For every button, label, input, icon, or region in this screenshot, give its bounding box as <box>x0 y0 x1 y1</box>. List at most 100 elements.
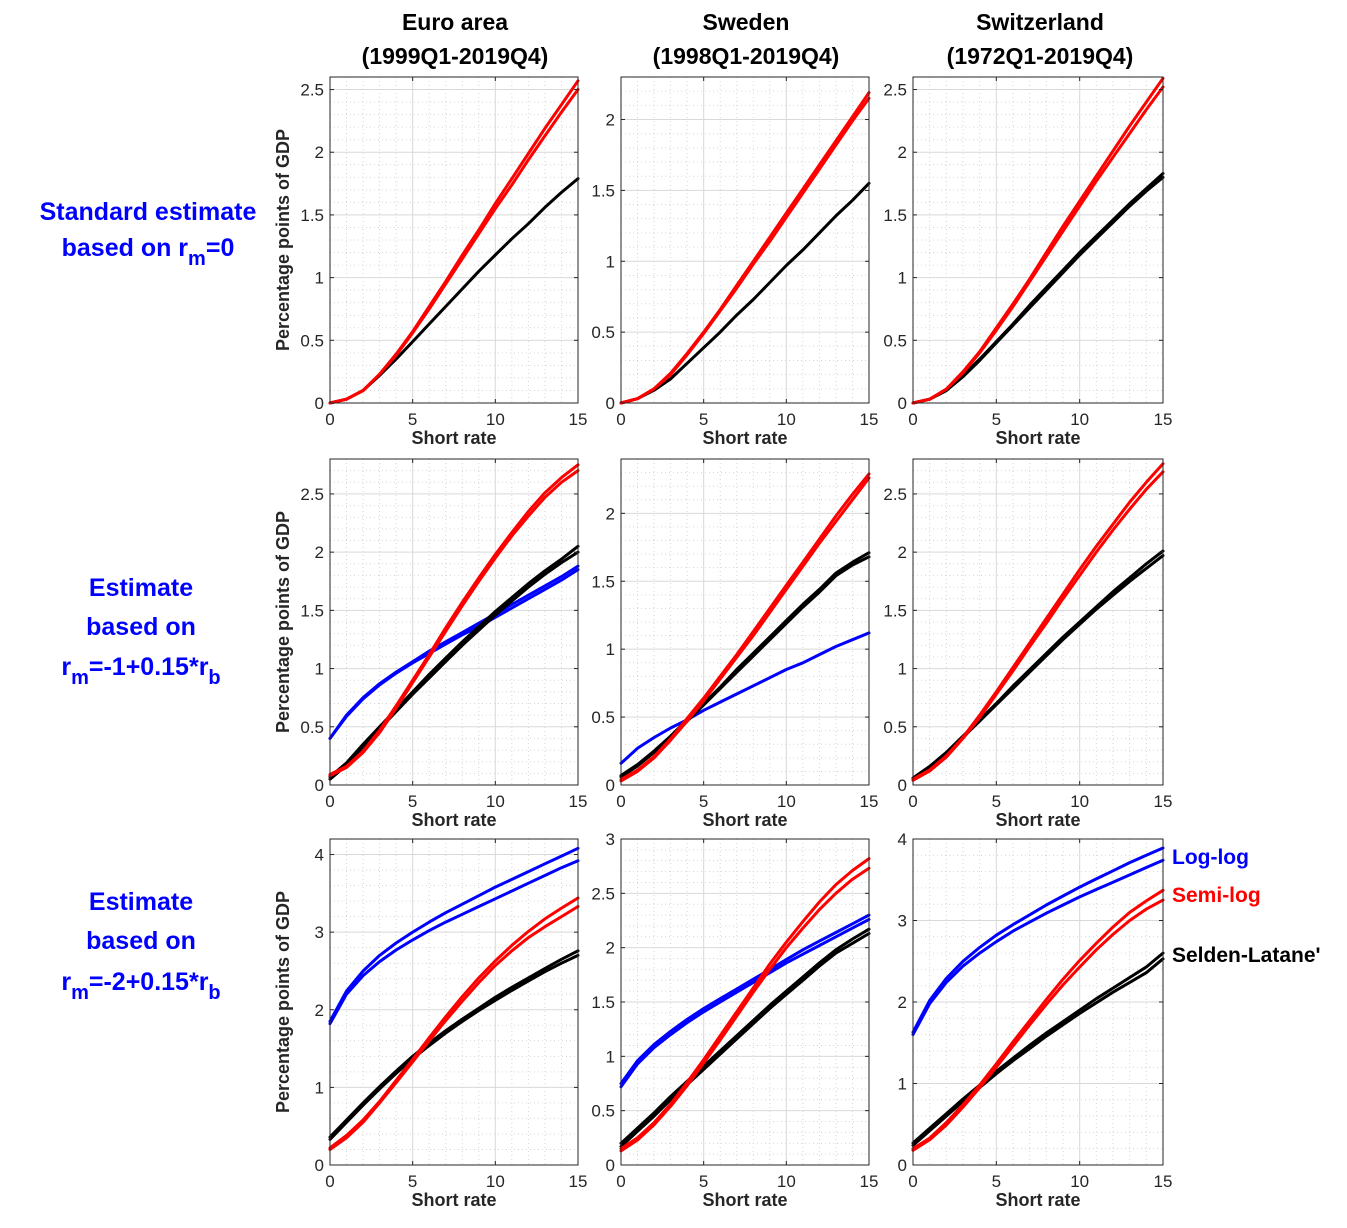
x-tick-label: 10 <box>777 792 796 811</box>
y-tick-label: 0 <box>315 1156 324 1175</box>
x-axis-label: Short rate <box>995 428 1080 448</box>
series-line-selden <box>619 181 871 405</box>
x-tick-label: 5 <box>992 792 1001 811</box>
x-tick-label: 10 <box>486 792 505 811</box>
x-tick-label: 15 <box>860 410 879 429</box>
y-tick-label: 1 <box>606 640 615 659</box>
x-tick-label: 5 <box>408 792 417 811</box>
legend-label: Semi-log <box>1172 884 1261 907</box>
y-tick-label: 1.5 <box>883 206 907 225</box>
y-tick-label: 1 <box>315 1078 324 1097</box>
x-tick-label: 10 <box>1070 410 1089 429</box>
x-tick-label: 15 <box>860 792 879 811</box>
row-label-text: r <box>61 653 71 681</box>
x-tick-label: 0 <box>616 1172 625 1191</box>
y-tick-label: 2 <box>898 543 907 562</box>
x-tick-label: 0 <box>908 792 917 811</box>
y-tick-label: 2.5 <box>300 485 324 504</box>
series-line-loglog <box>619 917 871 1089</box>
y-tick-label: 2 <box>315 543 324 562</box>
x-tick-label: 15 <box>569 792 588 811</box>
row-label-subscript: m <box>71 667 89 689</box>
row-label-text: Standard estimate <box>40 198 257 226</box>
series-line-selden <box>619 927 871 1145</box>
row-label-line: Estimate <box>89 574 193 602</box>
y-tick-label: 1.5 <box>300 206 324 225</box>
series-line-semilog <box>328 896 580 1150</box>
row-label-line: rm=-2+0.15*rb <box>61 968 220 1004</box>
y-tick-label: 0 <box>898 776 907 795</box>
column-period: (1999Q1-2019Q4) <box>362 43 549 69</box>
x-axis-label: Short rate <box>995 810 1080 830</box>
row-label-subscript: b <box>208 667 220 689</box>
column-headers: Euro area (1999Q1-2019Q4) Sweden (1998Q1… <box>362 9 1134 69</box>
y-tick-label: 2.5 <box>591 884 615 903</box>
y-tick-label: 0.5 <box>883 718 907 737</box>
series-line-selden <box>328 550 580 781</box>
series-line-loglog <box>619 913 871 1085</box>
y-tick-label: 2 <box>315 143 324 162</box>
series-line-semilog <box>619 91 871 405</box>
y-tick-label: 4 <box>898 830 907 849</box>
row-label-line: Estimate <box>89 888 193 916</box>
axes-box <box>912 458 1164 786</box>
row-label-subscript: m <box>71 982 89 1004</box>
y-tick-label: 0.5 <box>591 323 615 342</box>
x-tick-label: 0 <box>908 1172 917 1191</box>
y-tick-label: 1.5 <box>591 993 615 1012</box>
y-tick-label: 0.5 <box>883 331 907 350</box>
y-tick-label: 3 <box>315 923 324 942</box>
series-line-semilog <box>911 888 1165 1151</box>
y-tick-label: 0 <box>898 1156 907 1175</box>
x-tick-label: 15 <box>860 1172 879 1191</box>
row-label-text: =-1+0.15*r <box>89 653 209 681</box>
x-axis-label: Short rate <box>995 1190 1080 1210</box>
x-axis-label: Short rate <box>702 428 787 448</box>
y-tick-label: 0 <box>606 1156 615 1175</box>
series-line-loglog <box>911 858 1165 1037</box>
y-tick-label: 2 <box>606 939 615 958</box>
x-axis-label: Short rate <box>702 1190 787 1210</box>
x-tick-label: 15 <box>569 410 588 429</box>
y-tick-label: 4 <box>315 846 324 865</box>
y-tick-label: 0 <box>606 394 615 413</box>
y-tick-label: 1 <box>606 252 615 271</box>
row-label-text: Estimate <box>89 574 193 602</box>
y-tick-label: 3 <box>898 912 907 931</box>
chart-panel: 0 5 10 15 0 0.5 1 1.5 2 2.5 Short rate <box>883 76 1172 448</box>
chart-panel: 0 5 10 15 0 0.5 1 1.5 2 2.5 Short rate <box>883 458 1172 830</box>
series-line-selden <box>911 957 1165 1147</box>
series-line-selden <box>619 932 871 1148</box>
row-label-text: Estimate <box>89 888 193 916</box>
x-axis-label: Short rate <box>702 810 787 830</box>
row-label-subscript: b <box>208 982 220 1004</box>
legend: Log-log Semi-log Selden-Latane' <box>1172 846 1321 967</box>
axes-box <box>329 76 579 404</box>
x-axis-label: Short rate <box>411 1190 496 1210</box>
x-tick-label: 10 <box>1070 792 1089 811</box>
x-tick-label: 5 <box>992 1172 1001 1191</box>
series-line-semilog <box>911 898 1165 1152</box>
chart-panel: 0 5 10 15 0 0.5 1 1.5 2 Short rate <box>591 458 879 830</box>
series-line-semilog <box>328 79 580 405</box>
y-tick-label: 2.5 <box>300 81 324 100</box>
series-line-semilog <box>328 463 580 776</box>
x-tick-label: 15 <box>1154 1172 1173 1191</box>
series-line-semilog <box>911 462 1165 781</box>
x-tick-label: 10 <box>1070 1172 1089 1191</box>
chart-panel: 0 5 10 15 0 1 2 3 4 Short rate <box>898 830 1173 1210</box>
y-tick-label: 0.5 <box>300 331 324 350</box>
row-label-line: based on <box>86 613 196 641</box>
y-tick-label: 2 <box>315 1001 324 1020</box>
x-tick-label: 10 <box>777 1172 796 1191</box>
y-tick-label: 1 <box>606 1047 615 1066</box>
row-label-line: rm=-1+0.15*rb <box>61 653 220 689</box>
x-tick-label: 10 <box>486 1172 505 1191</box>
series-line-semilog <box>619 857 871 1151</box>
column-title: Euro area <box>402 9 508 35</box>
row-label-text: r <box>61 968 71 996</box>
chart-panel: 0 5 10 15 0 0.5 1 1.5 2 2.5 Short rate Percentage p… <box>273 76 588 448</box>
series-line-loglog <box>619 631 871 765</box>
y-tick-label: 2 <box>898 143 907 162</box>
x-tick-label: 0 <box>908 410 917 429</box>
